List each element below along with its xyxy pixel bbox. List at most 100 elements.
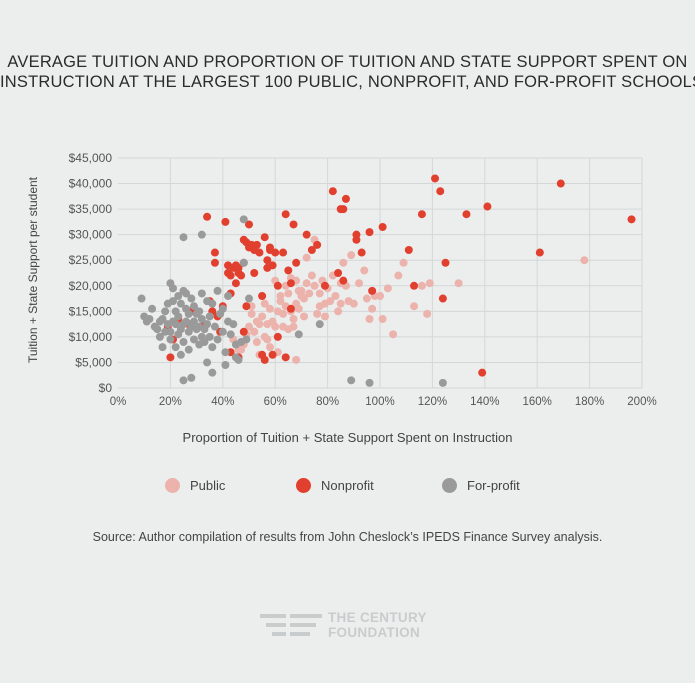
data-point-public <box>265 343 274 352</box>
data-point-forprofit <box>189 335 198 344</box>
data-point-public <box>313 309 322 318</box>
data-point-forprofit <box>208 368 217 377</box>
data-point-public <box>245 322 253 331</box>
data-point-forprofit <box>195 307 204 316</box>
data-point-forprofit <box>210 322 219 331</box>
y-tick-label: $20,000 <box>69 279 113 293</box>
data-point-public <box>580 256 589 265</box>
data-point-nonprofit <box>478 368 487 377</box>
data-point-public <box>297 292 306 300</box>
data-point-public <box>265 304 274 313</box>
data-point-forprofit <box>187 373 196 382</box>
data-point-public <box>255 320 264 329</box>
y-axis-label: Tuition + State Support per student <box>26 176 40 363</box>
data-point-public <box>247 309 256 318</box>
data-point-public <box>376 292 384 300</box>
data-point-forprofit <box>208 299 217 308</box>
data-point-nonprofit <box>268 261 277 270</box>
data-point-forprofit <box>179 233 188 242</box>
legend-swatch-nonprofit <box>296 478 311 493</box>
data-point-nonprofit <box>258 292 267 300</box>
data-point-nonprofit <box>231 279 240 288</box>
data-point-nonprofit <box>268 350 277 359</box>
data-point-nonprofit <box>166 353 175 362</box>
data-point-nonprofit <box>334 269 343 277</box>
data-point-nonprofit <box>462 210 471 219</box>
data-point-forprofit <box>294 330 303 339</box>
y-tick-label: $0 <box>99 381 113 395</box>
data-point-public <box>368 304 377 313</box>
data-point-nonprofit <box>441 258 450 267</box>
data-point-forprofit <box>137 294 146 303</box>
data-point-public <box>399 258 408 267</box>
logo-line-2: FOUNDATION <box>328 625 420 640</box>
data-point-nonprofit <box>260 233 269 242</box>
data-point-nonprofit <box>339 276 348 285</box>
data-point-public <box>417 281 426 290</box>
data-point-public <box>349 299 358 308</box>
data-point-nonprofit <box>203 212 212 221</box>
data-point-nonprofit <box>226 271 235 280</box>
data-point-nonprofit <box>556 179 565 188</box>
data-point-forprofit <box>182 317 191 326</box>
data-point-nonprofit <box>436 187 445 196</box>
data-point-nonprofit <box>234 263 243 272</box>
data-point-nonprofit <box>404 246 413 254</box>
data-point-public <box>276 292 285 300</box>
data-point-forprofit <box>145 315 154 323</box>
data-point-public <box>454 279 463 288</box>
data-point-nonprofit <box>368 286 377 295</box>
y-tick-label: $25,000 <box>69 253 113 267</box>
data-point-nonprofit <box>242 302 251 311</box>
data-point-nonprofit <box>281 353 290 362</box>
data-point-public <box>271 322 280 331</box>
y-tick-label: $5,000 <box>75 355 112 369</box>
data-point-public <box>284 289 293 298</box>
x-tick-label: 100% <box>365 396 394 408</box>
x-tick-label: 80% <box>316 396 339 408</box>
data-point-nonprofit <box>417 210 426 219</box>
data-point-nonprofit <box>341 194 350 203</box>
data-point-public <box>302 253 311 262</box>
data-point-public <box>365 315 374 323</box>
y-tick-label: $15,000 <box>69 304 113 318</box>
data-point-forprofit <box>213 286 222 295</box>
data-point-forprofit <box>205 312 214 321</box>
data-point-forprofit <box>171 320 180 329</box>
data-point-public <box>292 355 301 364</box>
grid <box>118 157 643 389</box>
data-point-public <box>300 312 309 321</box>
data-point-nonprofit <box>239 327 248 336</box>
x-tick-label: 40% <box>211 396 234 408</box>
data-point-nonprofit <box>284 266 293 275</box>
data-point-forprofit <box>176 350 185 359</box>
data-point-forprofit <box>203 320 212 329</box>
data-point-public <box>315 289 324 298</box>
data-point-public <box>389 330 398 339</box>
data-point-forprofit <box>174 312 183 321</box>
data-point-nonprofit <box>273 281 282 290</box>
data-point-public <box>289 322 298 331</box>
data-point-public <box>410 302 419 311</box>
x-tick-label: 60% <box>264 396 287 408</box>
data-point-nonprofit <box>352 235 361 244</box>
data-point-nonprofit <box>252 240 261 249</box>
data-point-public <box>258 312 267 321</box>
data-point-forprofit <box>365 378 374 387</box>
data-point-public <box>320 312 329 321</box>
data-point-forprofit <box>221 361 230 369</box>
data-point-nonprofit <box>273 332 282 341</box>
data-point-forprofit <box>158 343 167 352</box>
legend-swatch-forprofit <box>442 478 457 493</box>
data-point-forprofit <box>166 327 175 336</box>
data-point-nonprofit <box>221 217 230 226</box>
data-point-public <box>334 307 343 316</box>
data-point-public <box>279 322 288 331</box>
data-point-nonprofit <box>410 281 419 290</box>
data-point-nonprofit <box>286 304 295 313</box>
data-point-nonprofit <box>431 174 440 183</box>
data-point-forprofit <box>197 230 206 239</box>
data-point-nonprofit <box>260 355 269 364</box>
